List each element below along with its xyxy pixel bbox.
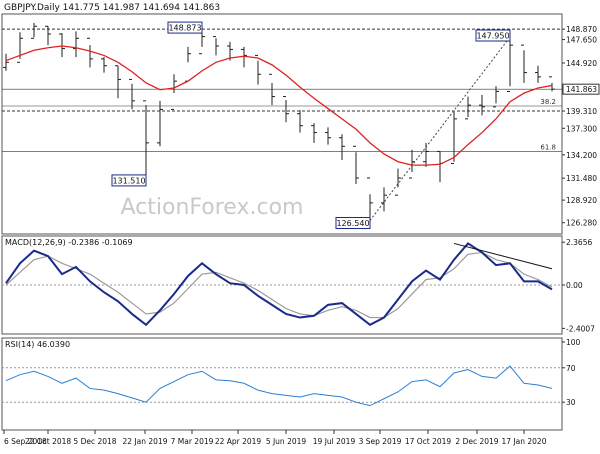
rsi-tick-label: 100 <box>566 338 581 347</box>
rsi-panel-border <box>1 337 563 431</box>
price-panel-border <box>1 13 563 235</box>
x-tick-label: 2 Dec 2019 <box>455 437 498 446</box>
annotation-label: 131.510 <box>112 176 145 185</box>
macd-tick-label: 0.00 <box>566 281 583 290</box>
annotation-box <box>111 174 147 187</box>
price-tick-label: 126.280 <box>566 219 597 228</box>
rsi-panel: RSI(14) 46.0390 100 70 30 <box>1 337 581 431</box>
macd-trendline <box>453 242 553 270</box>
fib-level-label: 38.2 <box>540 98 556 106</box>
price-annotation: 148.873 <box>167 21 203 34</box>
price-annotation: 131.510 <box>111 174 147 187</box>
annotation-box <box>335 217 371 230</box>
annotation-box <box>475 29 511 42</box>
rsi-line <box>5 365 553 407</box>
x-tick-label: 17 Oct 2019 <box>405 437 452 446</box>
price-tick-label: 148.870 <box>566 25 597 34</box>
macd-tick-label: -2.4007 <box>566 324 595 333</box>
fib-level-label: 61.8 <box>540 143 556 151</box>
x-tick-label: 19 Jul 2019 <box>313 437 356 446</box>
macd-title: MACD(12,26,9) -0.2386 -0.1069 <box>5 238 133 247</box>
rsi-tick-label: 70 <box>566 364 576 373</box>
price-annotation: 147.950 <box>475 29 511 42</box>
price-tick-label: 128.920 <box>566 196 597 205</box>
price-tick-label: 144.920 <box>566 59 597 68</box>
macd-signal-line <box>5 251 553 319</box>
moving-average-line <box>5 45 553 166</box>
macd-panel: MACD(12,26,9) -0.2386 -0.1069 2.3656 0.00… <box>1 235 595 335</box>
macd-tick-label: 2.3656 <box>566 238 592 247</box>
price-panel: ActionForex.com 38.2 61.8 148.873 131.510 1… <box>1 13 600 235</box>
price-tick-label: 147.650 <box>566 36 597 45</box>
price-tick-label: 134.200 <box>566 151 597 160</box>
annotation-label: 148.873 <box>168 24 201 33</box>
price-annotation: 126.540 <box>335 217 371 230</box>
annotation-box <box>167 21 203 34</box>
price-tick-label: 137.300 <box>566 124 597 133</box>
x-tick-label: 5 Dec 2018 <box>73 437 116 446</box>
price-tick-label: 139.310 <box>566 107 597 116</box>
price-tick-label: 131.480 <box>566 174 597 183</box>
current-price-label: 141.863 <box>566 85 597 94</box>
x-tick-label: 22 Oct 2018 <box>25 437 72 446</box>
current-price-box <box>562 83 600 95</box>
x-tick-label: 6 Sep 2018 <box>4 437 47 446</box>
annotation-label: 147.950 <box>476 32 509 41</box>
x-tick-label: 7 Mar 2019 <box>171 437 214 446</box>
annotation-label: 126.540 <box>336 219 369 228</box>
x-tick-label: 5 Jun 2019 <box>266 437 307 446</box>
x-tick-label: 3 Sep 2019 <box>359 437 402 446</box>
watermark: ActionForex.com <box>121 195 304 220</box>
rsi-title: RSI(14) 46.0390 <box>5 340 70 349</box>
x-tick-label: 22 Jan 2019 <box>123 437 168 446</box>
x-tick-label: 22 Apr 2019 <box>215 437 262 446</box>
fibonacci-dashed-line <box>369 36 511 221</box>
macd-line <box>5 242 553 327</box>
chart-title: GBPJPY.Daily 141.775 141.987 141.694 141… <box>4 3 220 13</box>
rsi-tick-label: 30 <box>566 398 576 407</box>
x-tick-label: 17 Jan 2020 <box>502 437 547 446</box>
